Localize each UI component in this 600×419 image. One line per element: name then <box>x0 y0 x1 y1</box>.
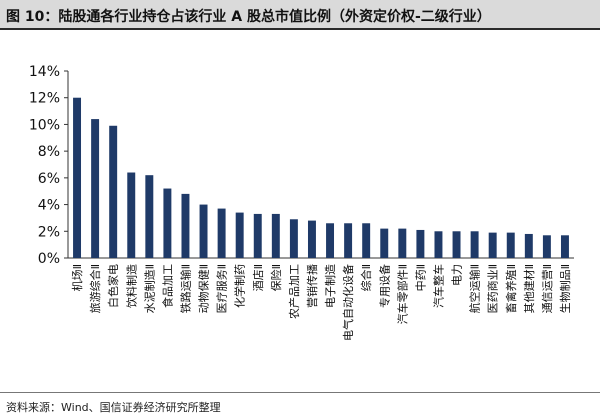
x-tick-label: 专用设备 <box>377 264 391 308</box>
x-tick-label: 中药Ⅱ <box>414 264 427 291</box>
x-tick-label: 食品加工 <box>160 264 174 308</box>
bar <box>488 232 497 258</box>
x-tick-label: 保险Ⅱ <box>269 264 283 291</box>
bar <box>326 223 335 258</box>
bar <box>271 213 280 258</box>
x-tick-label: 电力 <box>451 264 464 286</box>
y-tick-label: 12% <box>29 91 60 107</box>
bar <box>181 193 190 258</box>
x-tick-label: 通信运营Ⅱ <box>540 264 554 313</box>
bar <box>560 235 569 258</box>
bar-chart: 0% 2% 4% 6% 8% 10% 12% 14% 机场Ⅱ 旅游综合Ⅱ 白色家电 饮料制造 水泥制造… <box>29 64 574 341</box>
bar <box>380 228 389 258</box>
x-tick-label: 化学制药 <box>233 264 247 308</box>
title-bar: 图 10：陆股通各行业持仓占该行业 A 股总市值比例（外资定价权-二级行业） <box>0 0 600 30</box>
x-tick-label: 汽车整车 <box>431 264 445 308</box>
bar <box>73 97 82 258</box>
bar <box>235 212 244 258</box>
bar <box>362 223 371 258</box>
bar <box>524 233 533 258</box>
y-tick-label: 0% <box>38 251 60 267</box>
x-tick-label: 电气自动化设备 <box>341 264 355 341</box>
bar <box>91 119 100 258</box>
bar <box>398 228 407 258</box>
x-tick-label: 酒店Ⅱ <box>251 264 265 291</box>
bar <box>452 231 461 258</box>
bar <box>470 231 479 258</box>
x-tick-label: 其他建材Ⅱ <box>522 264 536 313</box>
x-tick-label: 旅游综合Ⅱ <box>88 264 102 313</box>
x-tick-label: 电子制造 <box>323 264 337 308</box>
bar <box>217 208 226 258</box>
bar <box>506 232 515 258</box>
bar <box>163 188 172 258</box>
x-axis-labels: 机场Ⅱ 旅游综合Ⅱ 白色家电 饮料制造 水泥制造Ⅱ 食品加工 铁路运输Ⅱ 动物保健Ⅱ 医疗服务Ⅱ… <box>70 264 572 341</box>
x-tick-label: 生物制品Ⅱ <box>558 264 572 313</box>
x-tick-label: 白色家电 <box>106 264 120 308</box>
bar <box>145 175 154 258</box>
footer: 资料来源：Wind、国信证券经济研究所整理 <box>0 392 600 419</box>
x-tick-label: 航空运输Ⅱ <box>468 264 482 313</box>
bar <box>289 219 298 258</box>
x-tick-label: 饮料制造 <box>124 264 138 308</box>
x-tick-label: 机场Ⅱ <box>70 264 84 291</box>
x-tick-label: 畜禽养殖Ⅱ <box>504 264 518 313</box>
x-tick-label: 营销传播 <box>305 264 319 308</box>
source-note: 资料来源：Wind、国信证券经济研究所整理 <box>6 401 221 414</box>
x-tick-label: 汽车零部件Ⅱ <box>395 264 409 324</box>
x-tick-label: 铁路运输Ⅱ <box>178 264 192 313</box>
bar <box>542 235 551 258</box>
y-tick-label: 6% <box>38 171 60 187</box>
y-tick-label: 14% <box>29 64 60 80</box>
x-tick-label: 医疗服务Ⅱ <box>215 264 229 313</box>
y-tick-label: 8% <box>38 144 60 160</box>
bar <box>344 223 353 258</box>
y-tick-label: 2% <box>38 224 60 240</box>
y-tick-label: 10% <box>29 117 60 133</box>
bar <box>307 220 316 258</box>
x-tick-label: 动物保健Ⅱ <box>197 264 211 313</box>
bars <box>73 97 569 258</box>
bar <box>416 229 425 258</box>
x-tick-label: 综合Ⅱ <box>359 264 373 291</box>
bar <box>199 204 208 258</box>
y-tick-label: 4% <box>38 198 60 214</box>
x-tick-label: 医药商业Ⅱ <box>486 264 500 313</box>
x-tick-label: 农产品加工 <box>287 264 301 319</box>
bar <box>109 125 118 258</box>
bar <box>127 172 136 258</box>
bar <box>253 213 262 258</box>
bar <box>434 231 443 258</box>
figure-title: 图 10：陆股通各行业持仓占该行业 A 股总市值比例（外资定价权-二级行业） <box>6 9 491 25</box>
x-tick-label: 水泥制造Ⅱ <box>142 264 156 313</box>
